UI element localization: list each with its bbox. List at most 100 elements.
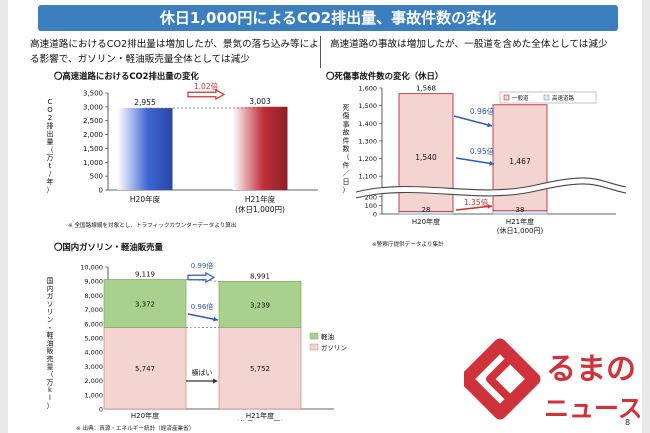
fuel-bar-gasoline <box>218 326 302 410</box>
fuel-legend-label-gasoline: ガソリン <box>321 343 347 352</box>
co2-bar <box>117 108 173 190</box>
fuel-gasoline-label: 5,747 <box>135 365 155 373</box>
co2-y-axis-label-char: 量 <box>47 138 54 146</box>
fuel-y-axis-label-char: リ <box>47 308 54 316</box>
co2-y-axis-label-char: ） <box>47 186 54 194</box>
fuel-x-tick-label: H20年度 <box>131 411 159 420</box>
fuel-y-axis-label-char: 油 <box>47 338 54 347</box>
accident-highway-ratio: 1.35倍 <box>464 197 489 207</box>
fuel-y-tick-label: 8,000 <box>84 292 103 300</box>
co2-note: ※ 全国路線網を対象とし、トラフィックカウンターデータより算出 <box>68 223 237 229</box>
accident-y-tick-label: 100 <box>365 202 377 210</box>
co2-x-tick-label: H21年度 <box>245 194 276 204</box>
accident-chart: 01002001,1001,2001,3001,4001,5001,6001,7… <box>326 80 626 238</box>
fuel-y-axis-label-char: 国 <box>47 277 54 285</box>
fuel-total-ratio: 0.99倍 <box>191 261 214 270</box>
lead-text-left: 高速道路におけるCO2排出量は増加したが、景気の落ち込み等による影響で、ガソリン… <box>30 39 319 65</box>
accident-axis-break-line <box>355 177 626 193</box>
fuel-y-tick-label: 6,000 <box>84 320 103 328</box>
logo-graphic: るまの ニュース <box>459 338 642 423</box>
fuel-legend-swatch-gasoline <box>309 343 319 351</box>
fuel-total-label: 8,991 <box>250 272 270 280</box>
accident-y-axis-label-char: 件 <box>343 136 350 145</box>
fuel-x-sublabel: (休日1,000円) <box>237 419 284 421</box>
co2-y-tick-label: 1,000 <box>83 159 103 167</box>
fuel-y-tick-label: 3,000 <box>84 363 103 371</box>
logo-text-line2: ニュース <box>544 394 640 423</box>
co2-y-axis-label-char: 万 <box>47 154 54 162</box>
co2-value-label: 2,955 <box>134 98 156 107</box>
fuel-diesel-arrow-icon <box>187 313 219 321</box>
co2-y-tick-label: 1,500 <box>83 145 103 153</box>
fuel-bar-diesel <box>103 279 187 328</box>
fuel-y-axis-label-char: 販 <box>47 346 54 355</box>
fuel-y-tick-label: 10,000 <box>80 264 103 272</box>
co2-red-arrow-icon <box>187 88 226 101</box>
accident-y-axis-label-char: ） <box>343 186 350 194</box>
accident-highway-label: 38 <box>516 206 525 214</box>
accident-general-label: 1,540 <box>415 153 437 162</box>
accident-legend-swatch-general <box>503 94 510 101</box>
fuel-y-tick-label: 5,000 <box>84 335 103 343</box>
fuel-y-axis-label-char: （ <box>47 371 54 379</box>
co2-y-axis-label-char: （ <box>47 146 54 154</box>
co2-y-axis-label-char: C <box>48 98 53 106</box>
accident-y-axis-label-char: 数 <box>343 144 350 153</box>
accident-y-axis-label-char: 死 <box>343 104 350 112</box>
accident-y-tick-label: 1,200 <box>358 155 377 163</box>
accident-y-axis-label-char: 事 <box>343 119 350 128</box>
accident-general-arrow-icon-head <box>489 160 494 166</box>
chart-fuel-svg: 0 1,000 2,000 3,000 4,000 5,000 6,000 7,000 8,00… <box>47 261 347 421</box>
fuel-y-tick-label: 4,000 <box>84 349 103 357</box>
accident-y-tick-label: 1,400 <box>358 120 377 128</box>
accident-highway-arrow-icon <box>455 205 493 211</box>
fuel-y-axis-label-char: 量 <box>47 363 54 371</box>
co2-y-axis-label-char: / <box>49 170 52 178</box>
chart-co2-svg: 0 500 1,000 1,500 2,000 2,500 3,000 3,500 CO2排出量… <box>47 81 318 214</box>
fuel-y-axis-label-char: ン <box>47 316 54 324</box>
accident-highway-arrow-icon-head <box>487 204 492 209</box>
accident-x-tick-label: H21年度 <box>506 217 534 226</box>
fuel-y-axis-label-char: ソ <box>47 300 54 308</box>
fuel-y-tick-label: 0 <box>99 406 103 414</box>
accident-y-axis-label-char: 日 <box>343 178 350 186</box>
fuel-y-axis-label-char: ・ <box>47 324 54 332</box>
fuel-gasoline-arrow-head <box>213 378 218 384</box>
accident-y-tick-label: 1,100 <box>358 173 377 181</box>
accident-y-axis-label-char: 件 <box>343 160 350 169</box>
co2-y-tick-label: 3,000 <box>83 103 103 111</box>
fuel-y-axis-label-char: 万 <box>47 378 54 386</box>
co2-y-tick-label: 500 <box>90 173 103 181</box>
accident-total-ratio: 0.96倍 <box>470 106 495 116</box>
fuel-y-axis-label-char: 内 <box>47 284 54 293</box>
fuel-y-tick-label: 7,000 <box>84 306 103 314</box>
accident-y-axis-label-char: ／ <box>343 170 350 178</box>
accident-axis-break-gap <box>355 177 626 199</box>
divider <box>320 36 321 68</box>
fuel-y-axis-label-char: l <box>49 394 51 402</box>
slide: 休日1,000円によるCO2排出量、事故件数の変化 高速道路におけるCO2排出量… <box>8 0 642 433</box>
fuel-gasoline-ratio: 横ばい <box>192 368 213 377</box>
fuel-bar-diesel <box>218 280 302 328</box>
accident-total-arrow-icon <box>453 115 493 127</box>
co2-y-axis-label-char: 排 <box>47 121 54 130</box>
co2-y-axis-label-char: O <box>47 106 53 114</box>
co2-bar <box>232 106 288 190</box>
fuel-bar-gasoline <box>103 327 187 410</box>
lead-text-right: 高速道路の事故は増加したが、一般道を含めた全体としては減少 <box>330 39 608 50</box>
accident-highway-label: 28 <box>422 206 431 214</box>
co2-y-axis-label-char: 出 <box>47 129 54 138</box>
fuel-legend-label-diesel: 軽油 <box>321 332 334 341</box>
fuel-legend-swatch-diesel <box>309 332 319 340</box>
co2-y-axis-label-char: 2 <box>48 114 52 122</box>
accident-y-tick-label: 0 <box>373 211 377 219</box>
accident-general-arrow-icon <box>455 157 495 165</box>
accident-legend-label-highway: 高速道路 <box>552 94 575 102</box>
fuel-gasoline-label: 5,752 <box>250 365 270 373</box>
co2-value-label: 3,003 <box>249 97 271 106</box>
co2-chart: 0 500 1,000 1,500 2,000 2,500 3,000 3,500 C O 2 排出量… <box>38 80 328 218</box>
accident-section-title: 〇死傷事故件数の変化（休日） <box>326 71 444 81</box>
accident-y-tick-label: 1,600 <box>358 85 377 93</box>
co2-ratio-annotation: 1.02倍 <box>194 81 219 91</box>
logo-text-line1: るまの <box>546 352 636 387</box>
